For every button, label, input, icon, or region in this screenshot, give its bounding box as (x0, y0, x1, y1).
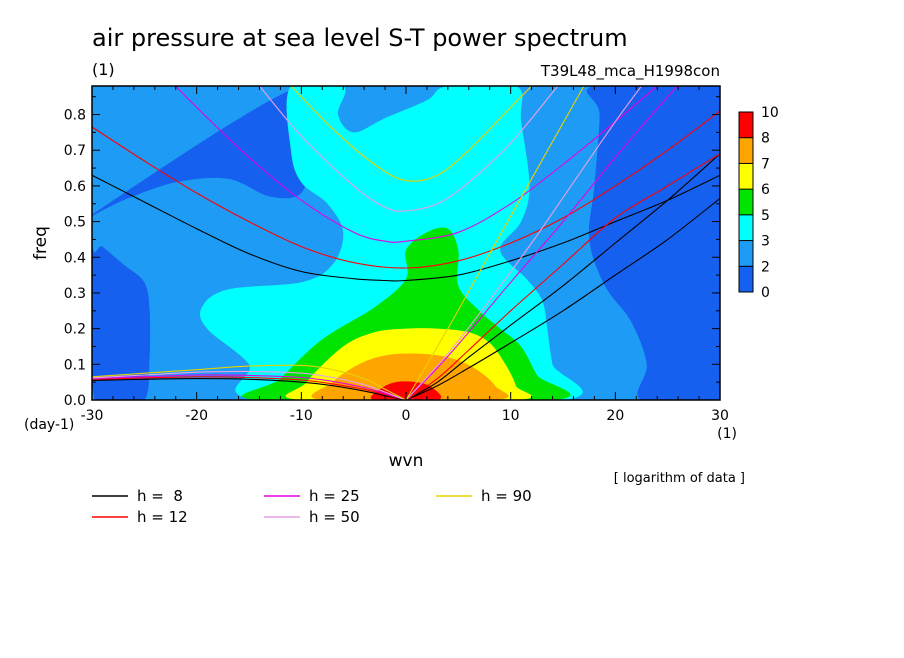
dispersion-curve-h50-1 (92, 370, 407, 400)
legend-label: h = 25 (309, 487, 360, 505)
x-tick-label: 20 (606, 408, 624, 424)
colorbar-swatch-6 (739, 112, 753, 138)
dispersion-curve-h50-0 (259, 86, 559, 212)
legend-label: h = 50 (309, 508, 360, 526)
colorbar-swatch-4 (739, 163, 753, 190)
x-tick-label: 0 (402, 408, 411, 424)
y-tick-label: 0.2 (64, 322, 86, 338)
x-axis-unit: (1) (717, 426, 737, 442)
x-tick-label: 30 (711, 408, 729, 424)
contour-region-0-2-2 (586, 86, 720, 400)
contour-region-0-2-0 (92, 86, 151, 400)
colorbar-label: 5 (761, 208, 770, 224)
y-tick-label: 0.6 (64, 179, 86, 195)
x-axis: -30 -20 -10 0 10 20 30 (81, 86, 729, 424)
legend-label: h = 8 (137, 487, 183, 505)
x-tick-label: -20 (185, 408, 208, 424)
colorbar-swatch-2 (739, 214, 753, 241)
dispersion-curve-h8-1 (92, 378, 407, 400)
colorbar-label: 2 (761, 259, 770, 275)
colorbar-label: 8 (761, 131, 770, 147)
dispersion-curve-h12-2 (405, 153, 720, 400)
legend-label: h = 90 (481, 487, 532, 505)
colorbar-swatch-0 (739, 266, 753, 292)
colorbar-label: 0 (761, 285, 770, 301)
colorbar-swatch-5 (739, 137, 753, 164)
y-tick-label: 0.8 (64, 108, 86, 124)
y-axis-unit: (day-1) (24, 417, 74, 433)
colorbar-label: 3 (761, 234, 770, 250)
data-note: [ logarithm of data ] (614, 471, 745, 486)
dispersion-curve-h25-2 (405, 86, 679, 400)
chart-subtitle: T39L48_mca_H1998con (540, 62, 720, 81)
contour-fill-layer (92, 86, 720, 400)
colorbar-swatch-1 (739, 240, 753, 267)
chart-title-unit: (1) (92, 60, 115, 79)
colorbar-label: 10 (761, 105, 779, 121)
dispersion-curve-h90-1 (92, 364, 407, 400)
y-axis-label: freq (31, 226, 51, 260)
x-tick-label: -10 (290, 408, 313, 424)
colorbar-swatch-3 (739, 189, 753, 215)
dispersion-curve-h25-0 (175, 86, 658, 243)
colorbar-label: 7 (761, 156, 770, 172)
y-tick-label: 0.5 (64, 215, 86, 231)
dispersion-curve-h90-2 (405, 86, 585, 400)
legend-label: h = 12 (137, 508, 188, 526)
dispersion-curve-h8-3 (405, 153, 720, 400)
dispersion-curve-h8-2 (405, 197, 720, 400)
dispersion-curve-h12-1 (92, 376, 407, 400)
dispersion-curve-h25-1 (92, 374, 407, 400)
x-axis-label: wvn (389, 451, 424, 471)
dispersion-curve-layer (92, 86, 720, 400)
colorbar-label: 6 (761, 182, 770, 198)
y-tick-label: 0.3 (64, 286, 86, 302)
y-tick-label: 0.0 (64, 393, 86, 409)
x-tick-label: 10 (502, 408, 520, 424)
colorbar-frame (738, 111, 754, 293)
dispersion-curve-h50-2 (405, 86, 642, 400)
legend: h = 8 h = 12 h = 25 h = 50 h = 90 (92, 487, 532, 526)
chart-title: air pressure at sea level S-T power spec… (92, 24, 628, 52)
contour-region-0-2-1 (92, 86, 319, 217)
dispersion-curve-h12-0 (92, 110, 720, 269)
dispersion-curve-h90-0 (290, 86, 532, 182)
y-tick-label: 0.4 (64, 250, 86, 266)
y-tick-label: 0.1 (64, 357, 86, 373)
dispersion-curve-h8-0 (92, 174, 720, 282)
y-tick-label: 0.7 (64, 143, 86, 159)
colorbar: 0 2 3 5 6 7 8 10 (738, 105, 779, 301)
y-axis: 0.0 0.1 0.2 0.3 0.4 0.5 0.6 0.7 0.8 (64, 96, 720, 409)
x-tick-label: -30 (81, 408, 104, 424)
